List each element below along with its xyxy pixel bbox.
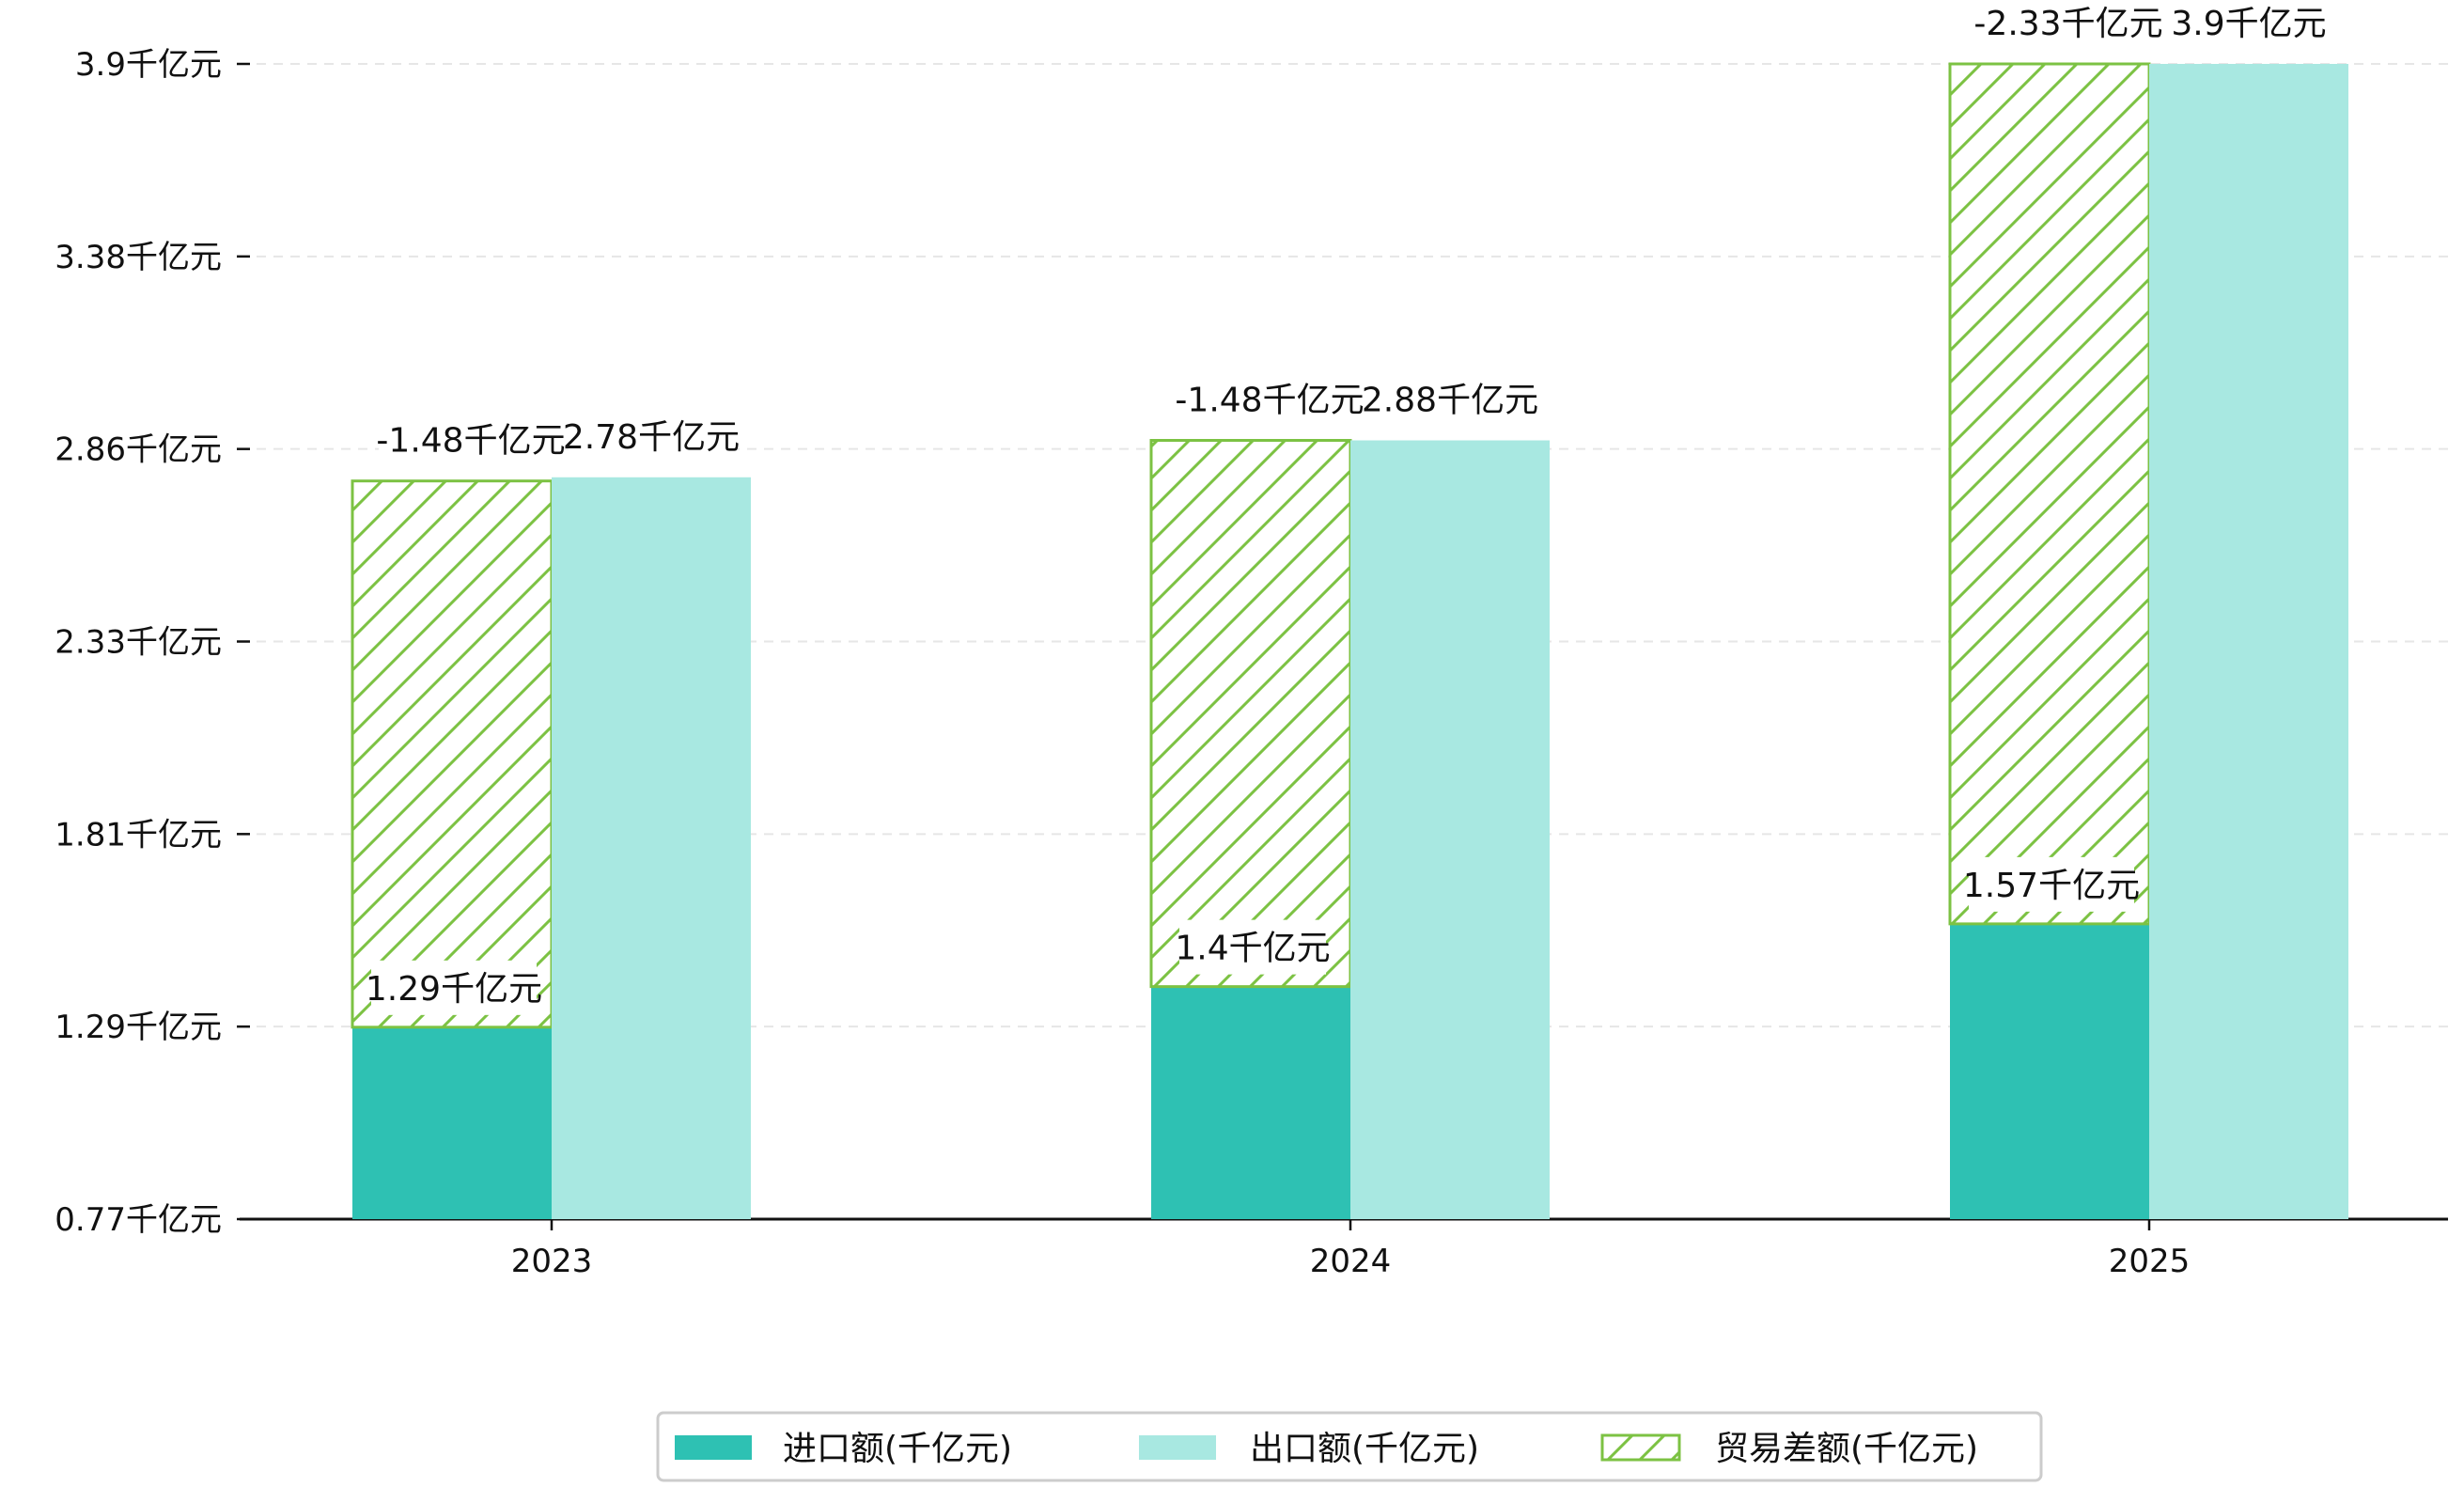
legend-box (656, 1411, 2043, 1482)
bars (351, 62, 2348, 1220)
y-tick-label: 2.86千亿元 (55, 431, 222, 469)
bar-balance-2025 (1948, 62, 2151, 926)
bar-import-2024 (1151, 986, 1350, 1219)
x-tick-label: 2023 (511, 1243, 593, 1280)
data-label-balance-2025-bg (1976, 0, 2160, 50)
bar-balance-2024 (1149, 439, 1352, 989)
legend-swatch-import (675, 1435, 752, 1460)
data-label-balance-2023: -1.48千亿元 (376, 422, 565, 461)
bar-import-2023 (352, 1026, 552, 1219)
data-label-import-2024: 1.4千亿元 (1175, 930, 1330, 968)
data-label-import-2025: 1.57千亿元 (1963, 867, 2140, 905)
legend-label-balance: 贸易差额(千亿元) (1715, 1430, 1978, 1468)
data-label-export-2024-bg (1367, 371, 1533, 427)
data-label-balance-2024-bg (1177, 371, 1362, 427)
data-label-export-2023: 2.78千亿元 (563, 418, 740, 457)
data-label-export-2025-bg (2175, 0, 2322, 50)
legend-swatch-export (1139, 1435, 1216, 1460)
data-label-balance-2024: -1.48千亿元 (1175, 382, 1364, 420)
y-tick-label: 0.77千亿元 (55, 1201, 222, 1239)
y-tick-label: 1.29千亿元 (55, 1009, 222, 1046)
x-tick-label: 2024 (1310, 1243, 1392, 1280)
legend: 进口额(千亿元) 出口额(千亿元) 贸易差额(千亿元) (656, 1411, 2043, 1482)
y-tick-label: 1.81千亿元 (55, 816, 222, 853)
data-label-import-2025-bg (1969, 856, 2134, 912)
data-label-export-2023-bg (569, 408, 734, 463)
data-labels: 1.29千亿元2.78千亿元-1.48千亿元1.4千亿元2.88千亿元-1.48… (366, 0, 2327, 1015)
y-tick-label: 2.33千亿元 (55, 624, 222, 662)
data-label-export-2025: 3.9千亿元 (2171, 5, 2326, 43)
bar-export-2025 (2149, 64, 2348, 1219)
bar-import-2025 (1950, 923, 2149, 1219)
bar-export-2023 (552, 477, 751, 1219)
data-label-import-2023: 1.29千亿元 (366, 970, 542, 1009)
data-label-import-2024-bg (1179, 919, 1326, 975)
bar-balance-2023 (351, 479, 554, 1029)
legend-label-import: 进口额(千亿元) (783, 1430, 1012, 1468)
y-tick-label: 3.38千亿元 (55, 239, 222, 276)
data-label-export-2024: 2.88千亿元 (1362, 382, 1538, 420)
legend-swatch-balance (1600, 1433, 1681, 1462)
y-tick-label: 3.9千亿元 (75, 46, 222, 84)
x-tick-label: 2025 (2109, 1243, 2191, 1280)
data-label-balance-2023-bg (379, 412, 563, 467)
bar-export-2024 (1350, 440, 1550, 1220)
data-label-import-2023-bg (371, 960, 537, 1015)
legend-label-export: 出口额(千亿元) (1250, 1430, 1479, 1468)
data-label-balance-2025: -2.33千亿元 (1973, 5, 2162, 43)
